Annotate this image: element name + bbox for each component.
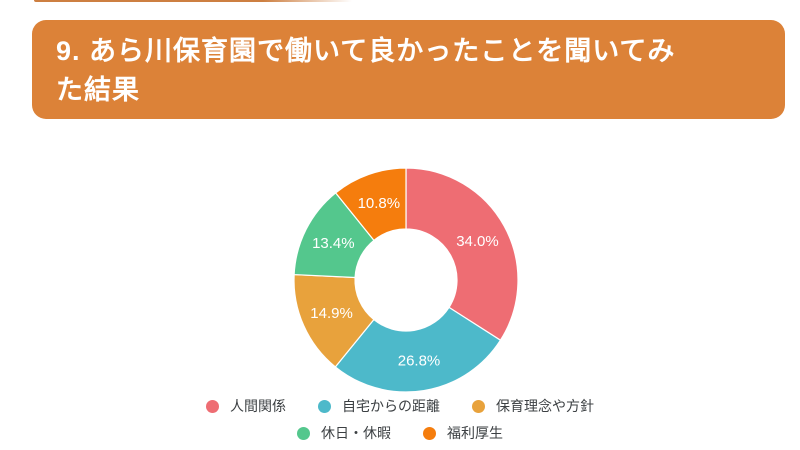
legend-item-1: 自宅からの距離 <box>318 396 440 416</box>
pie-value-label-2: 14.9% <box>310 305 353 322</box>
legend-label: 自宅からの距離 <box>342 398 440 414</box>
pie-value-label-3: 13.4% <box>312 235 355 252</box>
pie-value-label-1: 26.8% <box>398 352 441 369</box>
chart-legend: 人間関係 自宅からの距離 保育理念や方針休日・休暇 福利厚生 <box>0 396 800 443</box>
pie-value-label-0: 34.0% <box>456 233 499 250</box>
legend-label: 人間関係 <box>230 398 286 414</box>
top-edge-artifact <box>34 0 352 2</box>
donut-chart: 34.0% 26.8% 14.9% 13.4% 10.8% <box>293 167 519 393</box>
page-title-line-1: 9. あら川保育園で働いて良かったことを聞いてみ <box>56 36 676 66</box>
legend-item-3: 休日・休暇 <box>297 423 391 443</box>
pie-value-label-4: 10.8% <box>358 195 401 212</box>
legend-item-2: 保育理念や方針 <box>472 396 594 416</box>
legend-swatch-icon <box>297 426 310 440</box>
legend-swatch-icon <box>318 399 331 413</box>
title-banner: 9. あら川保育園で働いて良かったことを聞いてみ た結果 <box>32 20 785 119</box>
legend-label: 福利厚生 <box>447 425 503 441</box>
legend-label: 保育理念や方針 <box>496 398 594 414</box>
pie-segment-1 <box>334 306 502 393</box>
legend-row-1: 人間関係 自宅からの距離 保育理念や方針 <box>206 396 594 416</box>
pie-segment-4 <box>334 167 407 242</box>
legend-label: 休日・休暇 <box>321 425 391 441</box>
legend-item-4: 福利厚生 <box>423 423 503 443</box>
pie-segment-0 <box>405 167 519 342</box>
legend-swatch-icon <box>472 399 485 413</box>
legend-swatch-icon <box>206 399 219 413</box>
legend-item-0: 人間関係 <box>206 396 286 416</box>
legend-swatch-icon <box>423 426 436 440</box>
page-title-line-2: た結果 <box>56 75 140 105</box>
legend-row-2: 休日・休暇 福利厚生 <box>297 423 503 443</box>
